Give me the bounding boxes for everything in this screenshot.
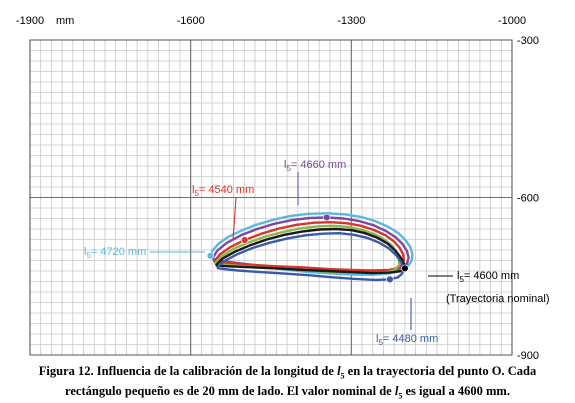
y-tick-label: -900 [517, 350, 539, 362]
x-tick-label: -1900 [16, 15, 44, 27]
series-line-5 [216, 232, 405, 282]
caption-line-1-text-b: en la trayectoria del punto O. Cada [344, 364, 537, 378]
callout-label-0: l5= 4720 mm [84, 246, 146, 260]
y-tick-label: -600 [517, 193, 539, 205]
callout-group: l5= 4720 mm l5= 4660 mm l5= 4540 mm l5= 460… [84, 159, 550, 347]
plot-frame [29, 39, 513, 356]
caption-line-1-subscript: 5 [340, 371, 345, 381]
caption-line-1: Figura 12. Influencia de la calibración … [0, 364, 575, 384]
callout-label-1: l5= 4660 mm [284, 159, 346, 173]
callout-label-2: l5= 4540 mm [192, 184, 254, 198]
callout-label-3: l5= 4600 mm [457, 270, 519, 284]
trajectory-chart: -1900 -1600 -1300 -1000 -300 -600 -900 mm l5=… [16, 15, 550, 362]
caption-line-2: rectángulo pequeño es de 20 mm de lado. … [0, 384, 575, 403]
figure-caption: Figura 12. Influencia de la calibración … [0, 364, 575, 403]
series-line-4 [214, 227, 407, 275]
marker-point-3 [401, 264, 409, 273]
x-axis-ticks: -1900 -1600 -1300 -1000 [16, 15, 526, 27]
caption-line-2-variable: l [394, 383, 399, 398]
x-axis-unit-label: mm [56, 15, 74, 27]
caption-line-1-text-a: Figura 12. Influencia de la calibración … [38, 364, 338, 378]
x-tick-label: -1000 [498, 15, 526, 27]
marker-point-2 [241, 236, 249, 244]
y-tick-label: -300 [517, 35, 539, 47]
marker-point-4 [386, 275, 394, 284]
caption-line-2-subscript: 5 [398, 391, 403, 400]
nominal-trajectory-note: (Trayectoria nominal) [446, 293, 550, 305]
marker-point-1 [322, 213, 331, 222]
major-grid [29, 39, 513, 356]
marker-point-0 [206, 252, 215, 260]
caption-line-1-variable: l [337, 364, 341, 378]
x-tick-label: -1300 [337, 15, 365, 27]
caption-line-2-text-b: es igual a 4600 mm. [402, 383, 510, 398]
y-axis-ticks: -300 -600 -900 [517, 35, 539, 362]
callout-label-4: l5= 4480 mm [376, 333, 438, 347]
marker-group [206, 213, 409, 284]
x-tick-label: -1600 [177, 15, 205, 27]
callout-leader-2 [232, 197, 237, 241]
series-group [209, 212, 414, 282]
caption-line-2-text-a: rectángulo pequeño es de 20 mm de lado. … [65, 383, 395, 398]
series-line-2 [212, 221, 405, 272]
x-axis-unit: mm [56, 15, 74, 27]
